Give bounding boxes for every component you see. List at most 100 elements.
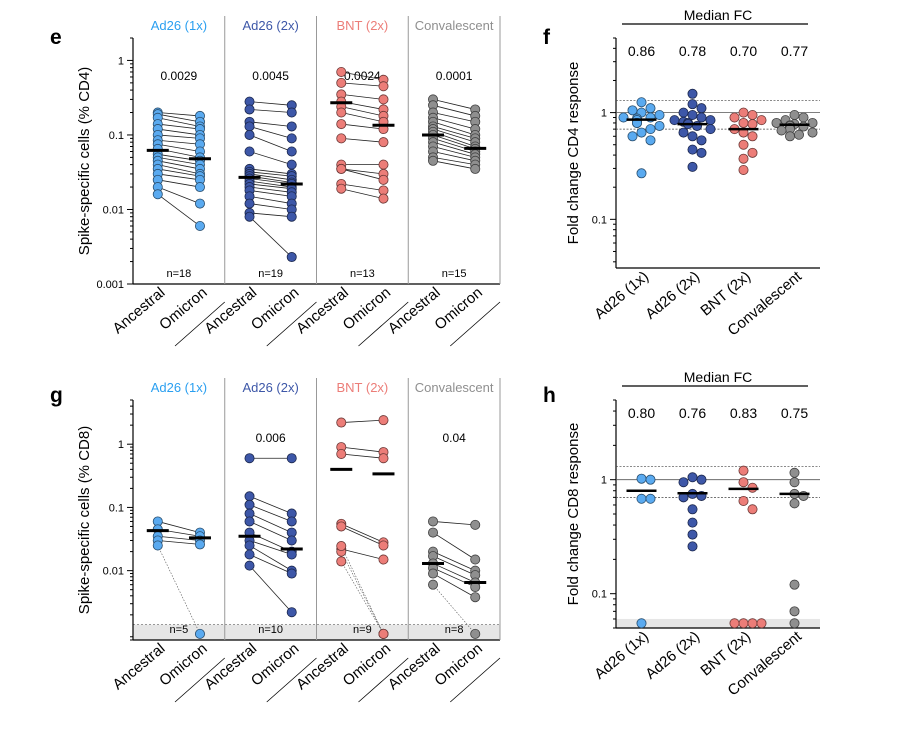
pair-line: [249, 134, 292, 152]
fold-change-point: [696, 147, 707, 158]
label-underline: [174, 301, 226, 347]
y-tick-label: 0.01: [103, 204, 124, 216]
ancestral-point: [336, 521, 347, 532]
pair-line: [157, 168, 201, 177]
fold-change-point: [678, 477, 689, 488]
label-underline: [449, 657, 501, 703]
pair-line: [249, 190, 292, 197]
group-title: Convalescent: [415, 380, 494, 395]
pair-line: [157, 156, 201, 166]
fold-change-point: [738, 164, 749, 175]
pair-line: [157, 134, 201, 139]
omicron-point: [194, 182, 205, 193]
median-fc-title: Median FC: [684, 7, 752, 23]
fold-change-point: [738, 465, 749, 476]
omicron-point: [286, 107, 297, 118]
fold-change-point: [627, 131, 638, 142]
median-fc-title: Median FC: [684, 369, 752, 385]
fold-change-point: [807, 127, 818, 138]
pair-line: [249, 216, 293, 258]
omicron-point: [286, 607, 297, 618]
fold-change-point: [789, 618, 800, 629]
ancestral-point: [244, 499, 255, 510]
fold-change-point: [687, 99, 698, 110]
pair-line: [341, 183, 384, 191]
pair-line: [157, 123, 201, 130]
pair-line: [432, 151, 476, 162]
y-axis-label: Spike-specific cells (% CD4): [76, 67, 93, 255]
fold-change-point: [678, 127, 689, 138]
label-underline: [449, 301, 501, 347]
omicron-point: [470, 519, 481, 530]
fold-change-point: [687, 161, 698, 172]
fold-change-point: [687, 529, 698, 540]
pair-line: [341, 523, 384, 543]
pair-line: [432, 104, 476, 117]
pair-line: [432, 521, 476, 526]
fold-change-point: [747, 147, 758, 158]
fold-change-point: [789, 467, 800, 478]
ancestral-point: [244, 129, 255, 140]
pair-line: [157, 139, 201, 145]
x-tick-label: Omicron: [431, 640, 485, 689]
pair-line: [341, 453, 384, 459]
sample-size: n=15: [442, 268, 467, 280]
omicron-point: [470, 592, 481, 603]
omicron-point: [378, 628, 389, 639]
pair-line: [341, 419, 384, 423]
fold-change-point: [738, 139, 749, 150]
fold-change-point: [636, 473, 647, 484]
fold-change-point: [636, 168, 647, 179]
pair-line: [432, 532, 476, 560]
ancestral-point: [336, 556, 347, 567]
ancestral-point: [336, 448, 347, 459]
fold-change-point: [645, 493, 656, 504]
ancestral-point: [244, 453, 255, 464]
omicron-point: [194, 539, 205, 550]
sample-size: n=19: [258, 268, 283, 280]
p-value: 0.006: [256, 431, 286, 445]
fold-change-point: [807, 117, 818, 128]
x-tick-label: Ancestral: [110, 640, 169, 693]
ancestral-point: [428, 155, 439, 166]
ancestral-point: [428, 579, 439, 590]
panel-label: h: [543, 384, 556, 407]
label-underline: [358, 657, 409, 703]
pair-line: [432, 146, 476, 158]
group-title: BNT (2x): [336, 380, 388, 395]
label-underline: [266, 657, 317, 703]
fold-change-point: [687, 504, 698, 515]
fold-change-point: [687, 541, 698, 552]
omicron-point: [378, 174, 389, 185]
fold-change-point: [636, 493, 647, 504]
ancestral-point: [428, 568, 439, 579]
fold-change-point: [747, 119, 758, 130]
fold-change-point: [729, 112, 740, 123]
pair-line: [157, 535, 201, 541]
ancestral-point: [336, 77, 347, 88]
pair-line: [157, 521, 201, 533]
ancestral-point: [244, 491, 255, 502]
pair-line: [341, 106, 384, 117]
fold-change-point: [789, 579, 800, 590]
pair-line: [432, 134, 476, 150]
pair-line: [157, 545, 201, 635]
pair-line: [341, 137, 384, 143]
y-tick-label: 0.1: [592, 214, 607, 226]
pair-line: [249, 126, 292, 139]
fold-change-point: [687, 131, 698, 142]
omicron-point: [378, 540, 389, 551]
x-tick-label: Ancestral: [201, 640, 260, 693]
p-value: 0.0045: [252, 69, 289, 83]
pair-line: [249, 151, 292, 165]
fold-change-point: [696, 474, 707, 485]
fold-change-point: [696, 103, 707, 114]
y-axis-label: Fold change CD8 response: [565, 423, 582, 606]
pair-line: [157, 540, 201, 545]
y-tick-label: 0.1: [109, 502, 124, 514]
pair-line: [249, 109, 292, 113]
y-tick-label: 0.001: [96, 279, 124, 291]
fold-change-point: [696, 112, 707, 123]
detection-band: [616, 618, 820, 628]
pair-line: [341, 71, 384, 81]
